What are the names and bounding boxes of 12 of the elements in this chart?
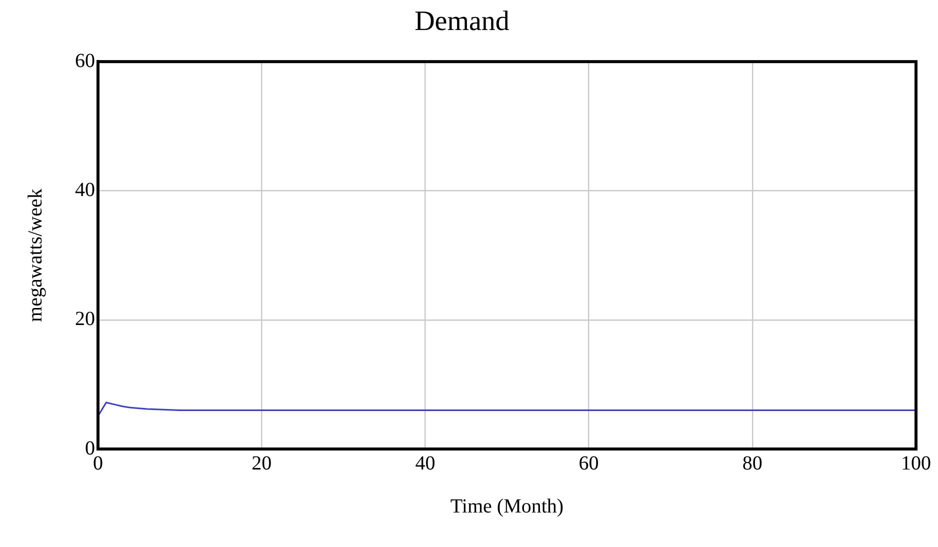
- x-axis-title: Time (Month): [450, 495, 564, 518]
- x-tick-label: 100: [901, 452, 931, 474]
- y-axis-title: megawatts/week: [24, 188, 46, 322]
- x-tick-label: 20: [252, 452, 272, 474]
- x-tick-label: 80: [742, 452, 762, 474]
- y-tick-label: 20: [75, 308, 95, 330]
- y-tick-label: 40: [75, 178, 95, 201]
- chart-title: Demand: [414, 6, 510, 38]
- y-tick-label: 60: [75, 50, 95, 72]
- x-tick-label: 40: [415, 452, 436, 474]
- y-tick-label: 0: [85, 437, 95, 460]
- x-tick-label: 60: [578, 452, 599, 474]
